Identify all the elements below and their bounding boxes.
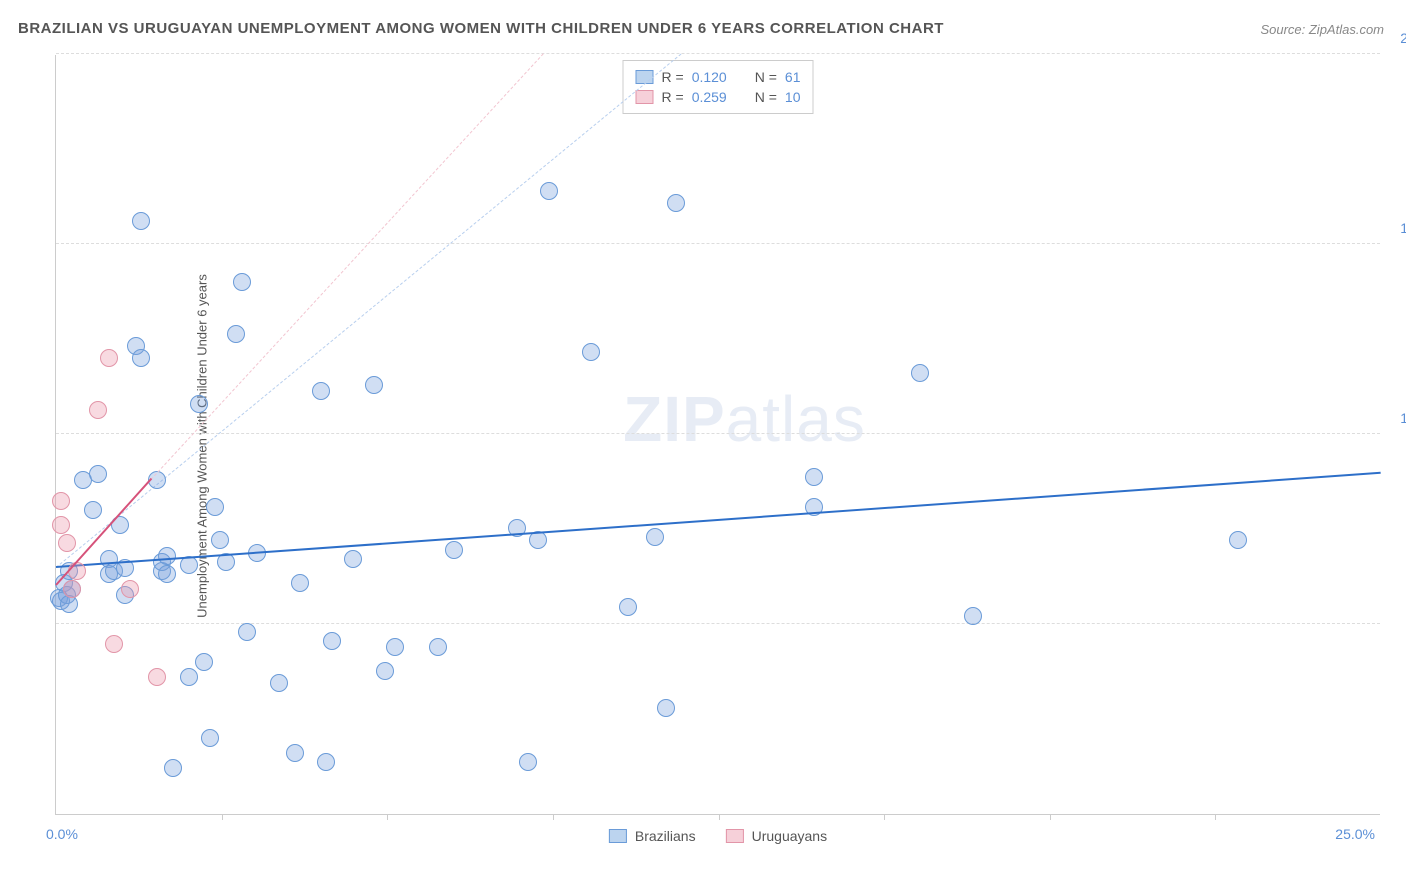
r-value: 0.120 — [692, 69, 727, 85]
legend-label: Brazilians — [635, 828, 696, 844]
x-tick — [719, 814, 720, 820]
data-point — [376, 662, 394, 680]
data-point — [206, 498, 224, 516]
data-point — [158, 547, 176, 565]
data-point — [180, 668, 198, 686]
y-tick-label: 18.8% — [1385, 220, 1406, 236]
data-point — [646, 528, 664, 546]
x-axis-max-label: 25.0% — [1335, 826, 1375, 842]
data-point — [344, 550, 362, 568]
r-label: R = — [662, 89, 684, 105]
data-point — [619, 598, 637, 616]
watermark: ZIPatlas — [623, 382, 866, 456]
legend-item: Brazilians — [609, 828, 696, 844]
data-point — [89, 401, 107, 419]
x-axis-min-label: 0.0% — [46, 826, 78, 842]
x-tick — [222, 814, 223, 820]
trend-extrapolation — [56, 53, 682, 568]
data-point — [233, 273, 251, 291]
data-point — [582, 343, 600, 361]
y-tick-label: 12.5% — [1385, 410, 1406, 426]
data-point — [52, 492, 70, 510]
data-point — [519, 753, 537, 771]
correlation-legend: R = 0.120 N = 61 R = 0.259 N = 10 — [623, 60, 814, 114]
data-point — [286, 744, 304, 762]
data-point — [1229, 531, 1247, 549]
n-label: N = — [755, 69, 777, 85]
trend-extrapolation — [151, 53, 544, 479]
chart-title: BRAZILIAN VS URUGUAYAN UNEMPLOYMENT AMON… — [18, 20, 944, 37]
data-point — [105, 635, 123, 653]
y-tick-label: 25.0% — [1385, 30, 1406, 46]
data-point — [121, 580, 139, 598]
data-point — [132, 349, 150, 367]
x-tick — [1050, 814, 1051, 820]
data-point — [60, 595, 78, 613]
data-point — [445, 541, 463, 559]
data-point — [540, 182, 558, 200]
n-label: N = — [755, 89, 777, 105]
data-point — [63, 580, 81, 598]
gridline — [56, 53, 1380, 54]
data-point — [190, 395, 208, 413]
data-point — [211, 531, 229, 549]
data-point — [964, 607, 982, 625]
gridline — [56, 243, 1380, 244]
r-value: 0.259 — [692, 89, 727, 105]
x-tick — [553, 814, 554, 820]
data-point — [158, 565, 176, 583]
x-tick — [1215, 814, 1216, 820]
data-point — [323, 632, 341, 650]
data-point — [270, 674, 288, 692]
gridline — [56, 623, 1380, 624]
data-point — [805, 468, 823, 486]
data-point — [911, 364, 929, 382]
legend-label: Uruguayans — [752, 828, 828, 844]
data-point — [84, 501, 102, 519]
data-point — [68, 562, 86, 580]
data-point — [429, 638, 447, 656]
data-point — [365, 376, 383, 394]
gridline — [56, 433, 1380, 434]
data-point — [164, 759, 182, 777]
data-point — [52, 516, 70, 534]
data-point — [195, 653, 213, 671]
data-point — [58, 534, 76, 552]
trend-line — [56, 472, 1381, 568]
r-label: R = — [662, 69, 684, 85]
legend-swatch — [636, 90, 654, 104]
legend-item: Uruguayans — [726, 828, 828, 844]
data-point — [312, 382, 330, 400]
data-point — [238, 623, 256, 641]
legend-swatch — [609, 829, 627, 843]
legend-row: R = 0.259 N = 10 — [636, 87, 801, 107]
x-tick — [884, 814, 885, 820]
data-point — [132, 212, 150, 230]
data-point — [291, 574, 309, 592]
data-point — [667, 194, 685, 212]
data-point — [657, 699, 675, 717]
data-point — [386, 638, 404, 656]
source-label: Source: ZipAtlas.com — [1260, 22, 1384, 37]
n-value: 10 — [785, 89, 801, 105]
data-point — [89, 465, 107, 483]
x-tick — [387, 814, 388, 820]
data-point — [100, 349, 118, 367]
data-point — [317, 753, 335, 771]
n-value: 61 — [785, 69, 801, 85]
plot-area: ZIPatlas R =0.120N =61R =0.259N =10 0.0%… — [55, 55, 1380, 815]
data-point — [201, 729, 219, 747]
data-point — [227, 325, 245, 343]
y-tick-label: 6.3% — [1385, 600, 1406, 616]
legend-swatch — [726, 829, 744, 843]
series-legend: Brazilians Uruguayans — [609, 828, 827, 844]
data-point — [148, 668, 166, 686]
